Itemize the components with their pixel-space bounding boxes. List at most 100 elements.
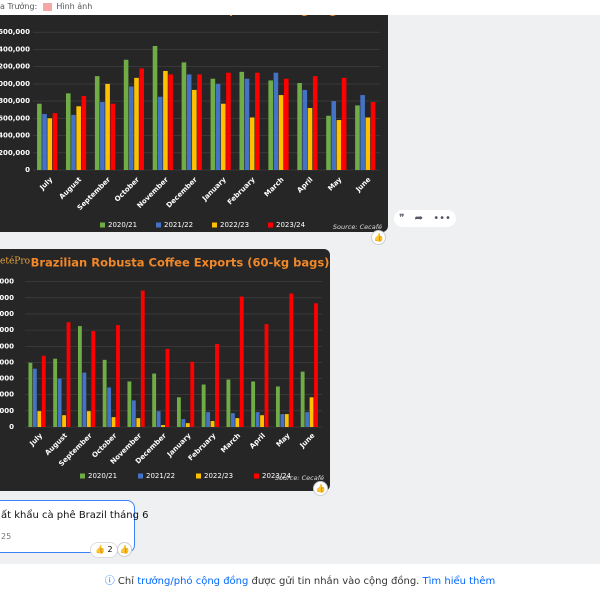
notice-text: Chỉ [117,576,134,587]
y-tick-label: 200,000 [0,391,14,399]
bar [239,71,245,170]
bar [314,303,318,427]
logo: etéPro [0,256,30,267]
bar [260,415,264,427]
bar [140,290,145,427]
bar [91,331,96,427]
x-tick-label: December [165,175,199,209]
message-text: ất khẩu cà phê Brazil tháng 6 [1,510,149,521]
bar [235,418,240,427]
bar [190,361,195,427]
bar [197,74,202,170]
legend-swatch [212,222,217,228]
bar [312,76,318,170]
chart-image[interactable]: 0 200,000 400,000 600,000 800,000 1,000,000 1,… [0,0,388,232]
bar [210,421,215,427]
legend-label: 2021/22 [164,221,193,229]
legend-swatch [138,473,143,479]
bar [206,412,211,427]
bar [76,106,81,170]
bar [86,411,91,427]
reaction-count: 2 [107,545,113,554]
bar [82,372,87,427]
bar [300,371,305,427]
legend-label: 2020/21 [88,472,117,480]
legend-swatch [196,473,201,479]
bar [123,59,129,170]
learn-more-link[interactable]: Tìm hiểu thêm [422,576,496,587]
bar [105,83,110,170]
like-button[interactable]: 👍 [117,542,132,557]
bar [116,325,120,427]
x-tick-label: May [275,431,292,448]
bar [176,397,181,427]
quote-button[interactable]: ❞ [399,213,405,224]
source-note: Source: Cecafé [275,474,324,482]
bar [77,326,82,427]
bar [110,103,116,170]
bar [136,418,141,427]
y-tick-label: 800,000 [0,97,30,105]
legend-swatch [156,222,161,228]
x-tick-label: August [58,175,84,201]
chart-image[interactable]: 0 100,000 200,000 300,000 400,000 500,000 600,… [0,249,330,491]
bar [129,86,134,170]
bar [134,77,139,170]
bar [65,93,71,170]
bar [280,414,285,427]
bar [278,95,284,170]
bar [239,296,244,427]
legend-label: 2023/24 [276,221,306,229]
y-tick-label: 1,200,000 [0,63,30,71]
y-tick-label: 0 [25,166,30,174]
bar [230,413,235,427]
bar [100,101,105,170]
bar [302,89,308,170]
bar [66,322,71,427]
y-tick-label: 600,000 [0,326,14,334]
bar [305,412,310,427]
bar [309,397,314,427]
bar [139,68,145,170]
bar [165,348,170,427]
bar [215,344,219,427]
y-tick-label: 300,000 [0,375,14,383]
like-button[interactable]: 👍 [371,230,386,245]
reaction[interactable]: 👍 2 [90,542,118,558]
bar [215,83,221,170]
y-tick-label: 1,400,000 [0,45,30,53]
bar [297,83,302,170]
bar [307,108,313,170]
y-tick-label: 400,000 [0,358,14,366]
bar [284,414,289,427]
like-button[interactable]: 👍 [313,481,328,496]
bar [111,417,116,427]
bar [102,359,107,427]
attachment-label: Hình ảnh [56,2,93,11]
x-tick-label: October [113,175,141,203]
bar [220,103,226,170]
share-button[interactable]: ➦ [414,213,424,224]
bar [57,378,62,427]
bar [192,89,197,170]
message-actions: ❞ ➦ ••• [394,210,456,227]
x-tick-label: March [219,432,242,455]
bar [341,77,347,170]
more-button[interactable]: ••• [433,213,451,224]
bar [244,78,250,170]
role-link[interactable]: trưởng/phó cộng đồng [137,576,249,587]
x-tick-label: July [38,175,55,192]
legend-label: 2022/23 [204,472,233,480]
y-tick-label: 400,000 [0,132,30,140]
bar [365,117,371,170]
bar [201,384,206,427]
x-tick-label: June [298,431,317,450]
bar [107,387,112,427]
bar [53,358,58,427]
bar [47,118,53,170]
chart-title: Brazilian Robusta Coffee Exports (60-kg … [31,256,330,270]
source-note: Source: Cecafé [333,223,382,231]
bar [32,368,37,427]
bar [163,70,168,170]
